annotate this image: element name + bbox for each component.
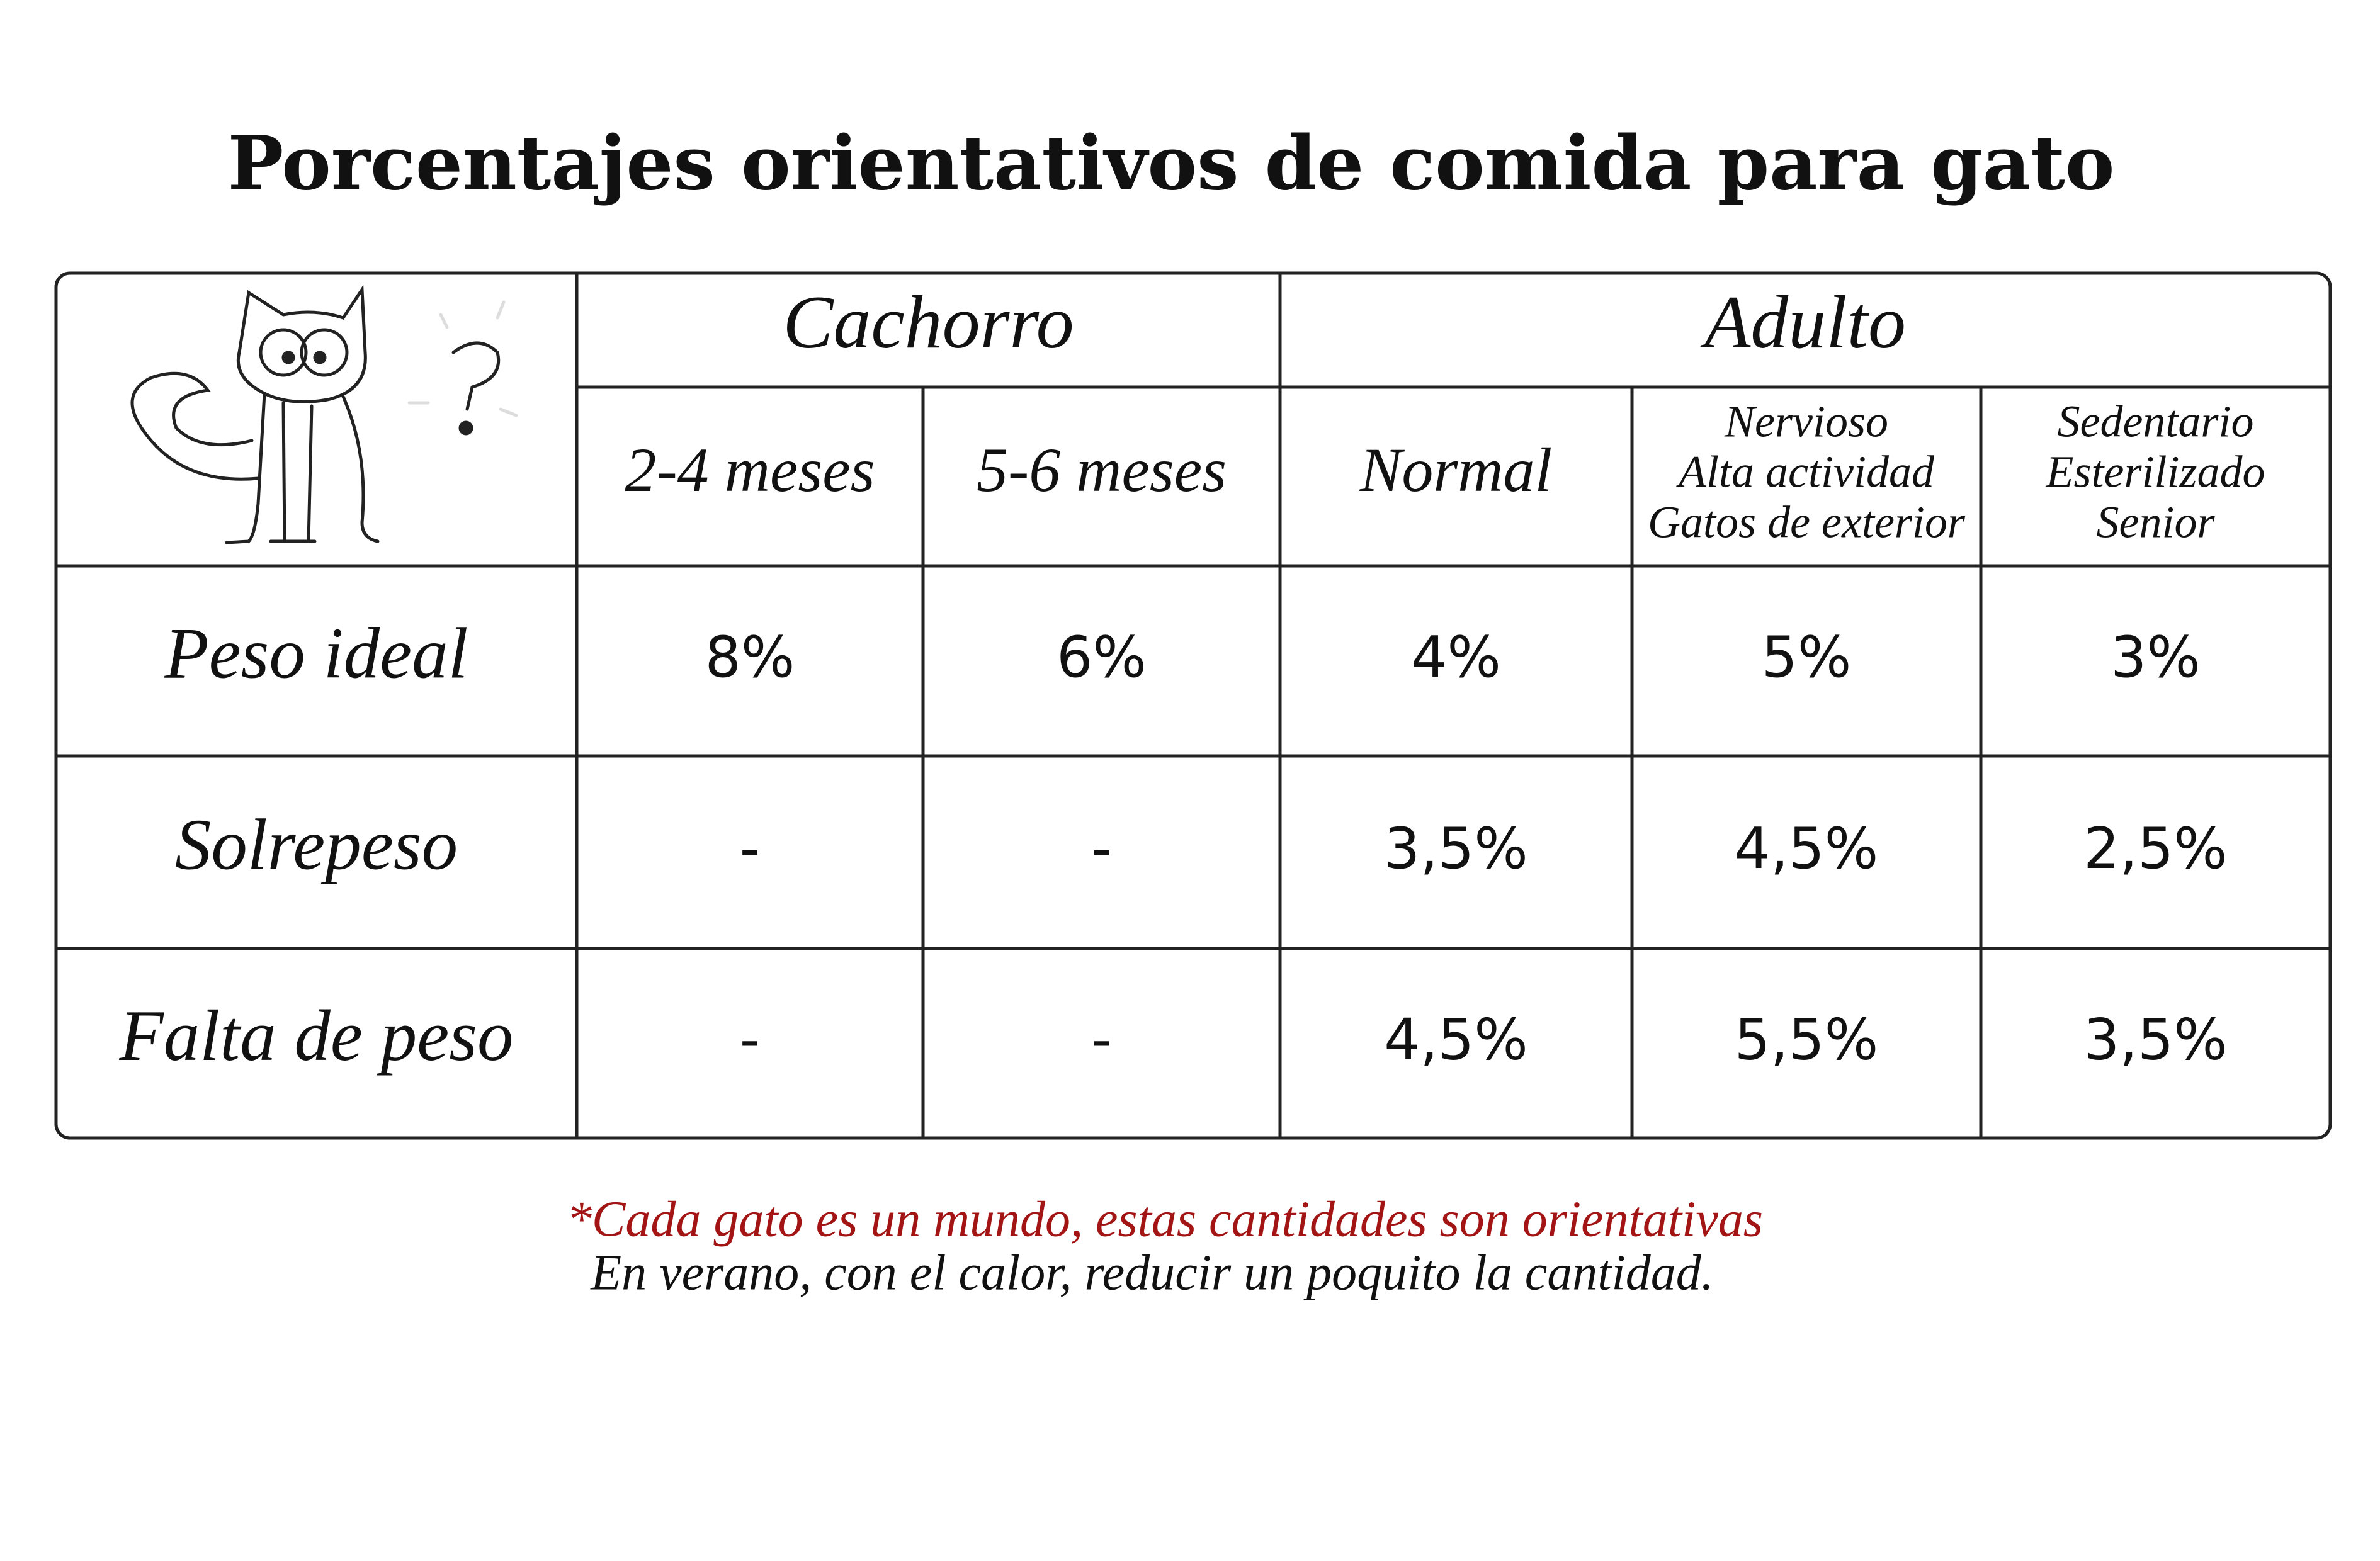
column-header: 5-6 meses: [977, 435, 1227, 505]
cell: 5,5%: [1735, 1006, 1879, 1073]
cell: 6%: [1057, 624, 1147, 690]
column-header: Gatos de exterior: [1648, 497, 1966, 548]
row-label: Solrepeso: [175, 804, 458, 884]
cell: 2,5%: [2083, 816, 2228, 882]
cell: -: [1091, 1006, 1111, 1073]
column-header: Nervioso: [1724, 397, 1888, 447]
column-header: Senior: [2097, 497, 2216, 548]
cat-illustration: [130, 285, 518, 544]
column-header: Alta actividad: [1676, 447, 1935, 497]
row-label: Peso ideal: [164, 613, 468, 693]
cell: 4,5%: [1735, 816, 1879, 882]
group-header: Adulto: [1700, 280, 1906, 364]
group-header: Cachorro: [783, 280, 1074, 364]
cell: 3,5%: [1384, 816, 1528, 882]
cell: 5%: [1762, 624, 1852, 690]
cell: -: [740, 1006, 760, 1073]
column-header: Normal: [1359, 435, 1553, 505]
cell: -: [740, 816, 760, 882]
cell: 3%: [2111, 624, 2201, 690]
note: En verano, con el calor, reducir un poqu…: [590, 1245, 1713, 1300]
cell: 4%: [1411, 624, 1501, 690]
row-label: Falta de peso: [119, 996, 514, 1076]
table-grid: [54, 271, 2332, 1140]
table-border: [54, 271, 2332, 1140]
column-header: Esterilizado: [2045, 447, 2265, 497]
title: Porcentajes orientativos de comida para …: [228, 120, 2115, 207]
cell: 8%: [705, 624, 795, 690]
column-header: Sedentario: [2058, 397, 2254, 447]
column-header: 2-4 meses: [625, 435, 875, 505]
cell: -: [1091, 816, 1111, 882]
note-warning: *Cada gato es un mundo, estas cantidades…: [567, 1192, 1763, 1247]
cell: 4,5%: [1384, 1006, 1528, 1073]
notes: *Cada gato es un mundo, estas cantidades…: [567, 1192, 1763, 1300]
cell: 3,5%: [2083, 1006, 2228, 1073]
